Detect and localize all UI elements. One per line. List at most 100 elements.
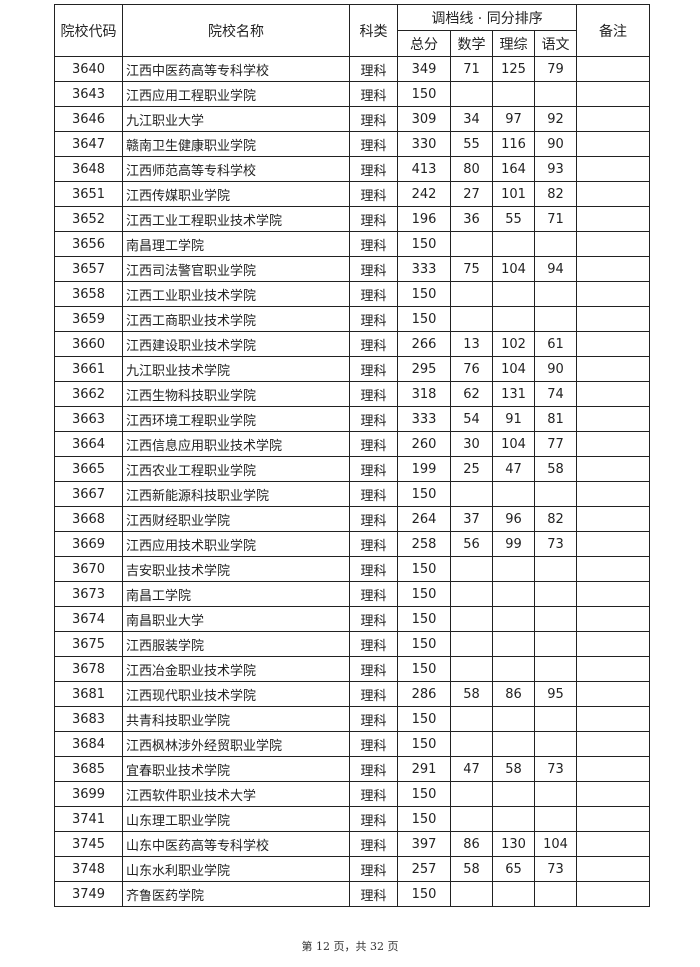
cell-total: 150 <box>397 731 451 757</box>
cell-total: 286 <box>397 681 451 707</box>
cell-math <box>450 706 493 732</box>
table-row: 3678 江西冶金职业技术学院 理科 150 <box>54 656 651 682</box>
cell-category: 理科 <box>349 781 398 807</box>
cell-math: 56 <box>450 531 493 557</box>
cell-math <box>450 556 493 582</box>
cell-code: 3659 <box>54 306 123 332</box>
cell-note <box>576 756 651 782</box>
cell-name: 江西生物科技职业学院 <box>122 381 350 407</box>
cell-math <box>450 606 493 632</box>
cell-chinese <box>533 481 578 507</box>
cell-category: 理科 <box>349 181 398 207</box>
cell-category: 理科 <box>349 56 398 82</box>
cell-science <box>492 731 535 757</box>
cell-total: 242 <box>397 181 451 207</box>
cell-chinese: 104 <box>533 831 578 857</box>
cell-total: 150 <box>397 631 451 657</box>
cell-code: 3660 <box>54 331 123 357</box>
cell-name: 江西现代职业技术学院 <box>122 681 350 707</box>
cell-category: 理科 <box>349 681 398 707</box>
cell-code: 3665 <box>54 456 123 482</box>
cell-note <box>576 781 651 807</box>
cell-category: 理科 <box>349 881 398 907</box>
cell-total: 199 <box>397 456 451 482</box>
table-row: 3658 江西工业职业技术学院 理科 150 <box>54 281 651 307</box>
cell-science: 164 <box>492 156 535 182</box>
cell-code: 3748 <box>54 856 123 882</box>
cell-math: 71 <box>450 56 493 82</box>
cell-math <box>450 231 493 257</box>
table-row: 3667 江西新能源科技职业学院 理科 150 <box>54 481 651 507</box>
table-row: 3741 山东理工职业学院 理科 150 <box>54 806 651 832</box>
cell-name: 江西财经职业学院 <box>122 506 350 532</box>
cell-total: 333 <box>397 406 451 432</box>
cell-code: 3640 <box>54 56 123 82</box>
cell-code: 3673 <box>54 581 123 607</box>
cell-code: 3670 <box>54 556 123 582</box>
cell-chinese: 73 <box>533 756 578 782</box>
cell-total: 150 <box>397 706 451 732</box>
cell-chinese <box>533 806 578 832</box>
cell-science: 58 <box>492 756 535 782</box>
table-row: 3661 九江职业技术学院 理科 295 76 104 90 <box>54 356 651 382</box>
cell-note <box>576 181 651 207</box>
cell-code: 3662 <box>54 381 123 407</box>
cell-name: 宜春职业技术学院 <box>122 756 350 782</box>
cell-total: 413 <box>397 156 451 182</box>
cell-total: 291 <box>397 756 451 782</box>
cell-category: 理科 <box>349 231 398 257</box>
table-row: 3685 宜春职业技术学院 理科 291 47 58 73 <box>54 756 651 782</box>
cell-code: 3678 <box>54 656 123 682</box>
cell-science: 55 <box>492 206 535 232</box>
cell-note <box>576 206 651 232</box>
cell-total: 349 <box>397 56 451 82</box>
cell-chinese: 58 <box>533 456 578 482</box>
cell-science: 130 <box>492 831 535 857</box>
cell-category: 理科 <box>349 156 398 182</box>
cell-chinese <box>533 556 578 582</box>
cell-total: 318 <box>397 381 451 407</box>
cell-name: 九江职业大学 <box>122 106 350 132</box>
cell-science <box>492 706 535 732</box>
cell-name: 南昌职业大学 <box>122 606 350 632</box>
cell-note <box>576 531 651 557</box>
cell-total: 150 <box>397 81 451 107</box>
table-row: 3659 江西工商职业技术学院 理科 150 <box>54 306 651 332</box>
cell-category: 理科 <box>349 831 398 857</box>
cell-name: 南昌理工学院 <box>122 231 350 257</box>
cell-category: 理科 <box>349 806 398 832</box>
cell-science <box>492 281 535 307</box>
cell-code: 3741 <box>54 806 123 832</box>
table-row: 3675 江西服装学院 理科 150 <box>54 631 651 657</box>
cell-code: 3648 <box>54 156 123 182</box>
cell-code: 3646 <box>54 106 123 132</box>
cell-code: 3664 <box>54 431 123 457</box>
cell-math <box>450 281 493 307</box>
cell-math: 25 <box>450 456 493 482</box>
cell-science <box>492 481 535 507</box>
cell-code: 3657 <box>54 256 123 282</box>
cell-chinese: 82 <box>533 506 578 532</box>
cell-name: 共青科技职业学院 <box>122 706 350 732</box>
cell-chinese: 95 <box>533 681 578 707</box>
cell-code: 3661 <box>54 356 123 382</box>
cell-math <box>450 631 493 657</box>
cell-note <box>576 231 651 257</box>
cell-code: 3651 <box>54 181 123 207</box>
table-row: 3674 南昌职业大学 理科 150 <box>54 606 651 632</box>
table-row: 3652 江西工业工程职业技术学院 理科 196 36 55 71 <box>54 206 651 232</box>
cell-category: 理科 <box>349 406 398 432</box>
cell-chinese <box>533 231 578 257</box>
table-row: 3684 江西枫林涉外经贸职业学院 理科 150 <box>54 731 651 757</box>
cell-note <box>576 306 651 332</box>
table-row: 3647 赣南卫生健康职业学院 理科 330 55 116 90 <box>54 131 651 157</box>
table-row: 3662 江西生物科技职业学院 理科 318 62 131 74 <box>54 381 651 407</box>
cell-code: 3749 <box>54 881 123 907</box>
cell-category: 理科 <box>349 206 398 232</box>
cell-science: 104 <box>492 431 535 457</box>
cell-code: 3699 <box>54 781 123 807</box>
cell-chinese: 73 <box>533 531 578 557</box>
cell-total: 295 <box>397 356 451 382</box>
cell-total: 196 <box>397 206 451 232</box>
cell-code: 3658 <box>54 281 123 307</box>
